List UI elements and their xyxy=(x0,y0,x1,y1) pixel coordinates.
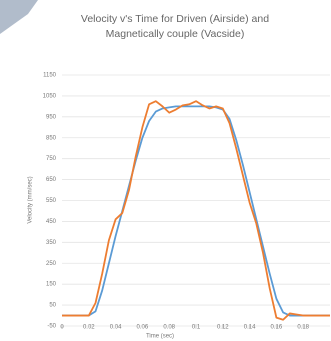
y-tick-label: 450 xyxy=(46,219,57,225)
y-tick-label: -50 xyxy=(47,324,56,330)
y-tick-label: 1050 xyxy=(43,93,57,99)
chart: Time (sec) Velocity (mm/sec) -50 50 150 250… xyxy=(0,0,331,341)
y-tick-label: 50 xyxy=(49,303,56,309)
chart-title: Velocity v's Time for Driven (Airside) a… xyxy=(55,12,295,42)
y-tick-label: 250 xyxy=(46,261,57,267)
x-axis-label: Time (sec) xyxy=(146,334,174,340)
page: Time (sec) Velocity (mm/sec) -50 50 150 250… xyxy=(0,0,331,341)
y-tick-label: 650 xyxy=(46,177,57,183)
chart-background xyxy=(0,0,331,341)
y-tick-label: 850 xyxy=(46,135,57,141)
y-tick-label: 950 xyxy=(46,114,57,120)
y-tick-label: 350 xyxy=(46,240,57,246)
y-axis-label: Velocity (mm/sec) xyxy=(28,176,34,223)
y-tick-label: 750 xyxy=(46,156,57,162)
y-tick-label: 550 xyxy=(46,198,57,204)
y-tick-label: 1150 xyxy=(43,73,57,79)
y-tick-label: 150 xyxy=(46,282,57,288)
